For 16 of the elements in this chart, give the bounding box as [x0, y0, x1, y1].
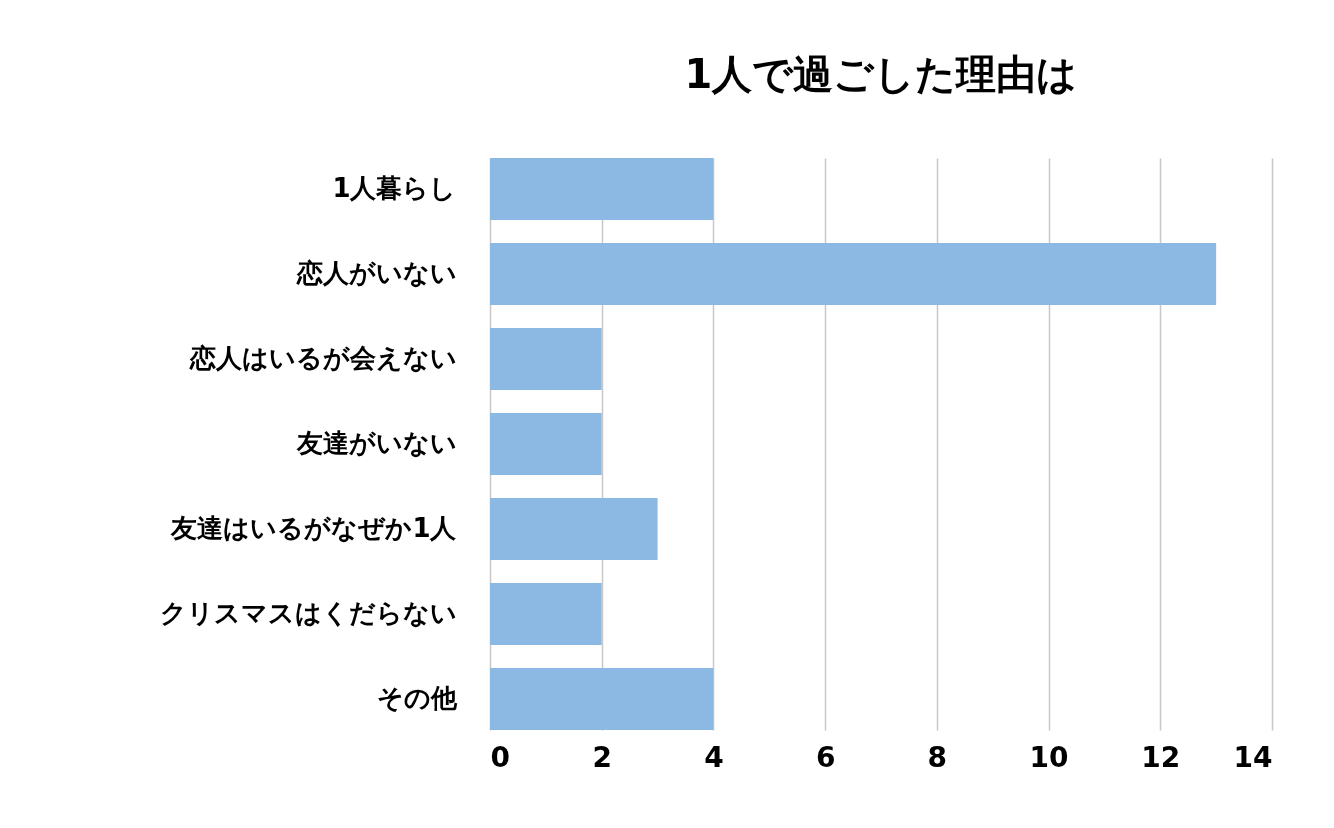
- y-tick-label: クリスマスはくだらない: [159, 597, 457, 628]
- y-tick-label: その他: [376, 682, 458, 713]
- chart-title: 1人で過ごした理由は: [684, 51, 1078, 97]
- y-tick-label: 恋人がいない: [295, 258, 457, 289]
- y-tick-label: 1人暮らし: [332, 173, 457, 204]
- x-tick-label: 8: [927, 740, 948, 774]
- x-tick-label: 4: [704, 740, 724, 774]
- x-tick-label: 14: [1233, 740, 1273, 774]
- x-tick-label: 10: [1029, 740, 1069, 774]
- y-tick-label: 恋人はいるが会えない: [188, 343, 457, 374]
- x-tick-label: 12: [1141, 740, 1181, 774]
- y-tick-label: 友達はいるがなぜか1人: [170, 512, 458, 543]
- y-tick-label: 友達がいない: [295, 428, 457, 458]
- x-tick-label: 6: [815, 740, 836, 774]
- x-tick-label: 0: [490, 740, 510, 774]
- x-tick-label: 2: [592, 740, 612, 774]
